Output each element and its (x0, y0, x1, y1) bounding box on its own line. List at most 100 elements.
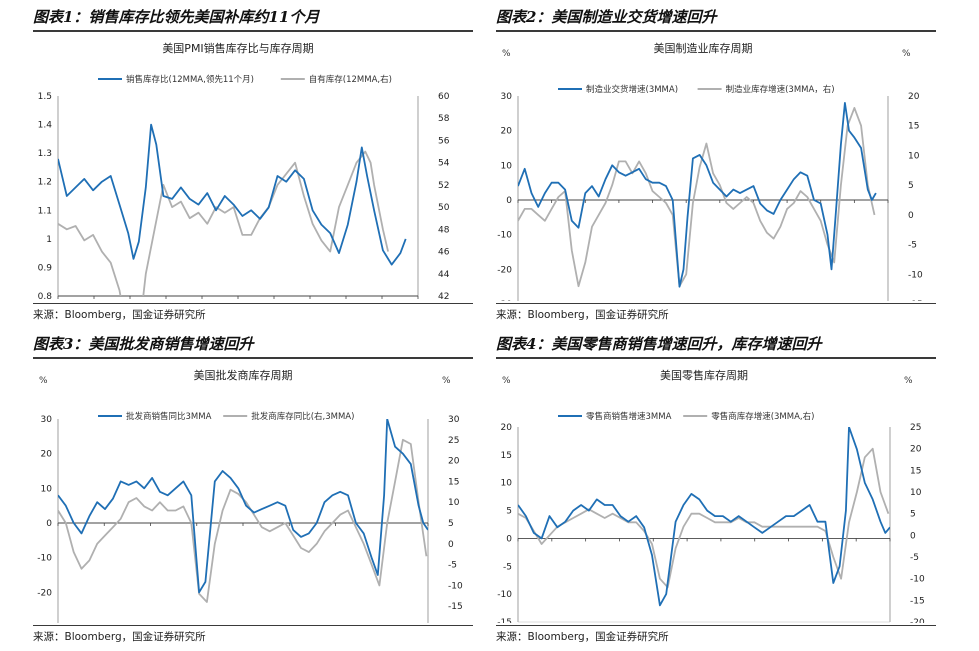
chart-title: 美国PMI销售库存比与库存周期 (162, 41, 313, 55)
title-rule (33, 30, 473, 32)
right-tick-label: 25 (910, 423, 921, 433)
chart-panel-1: 图表1：销售库存比领先美国补库约11个月 美国PMI销售库存比与库存周期 销售库存比… (33, 6, 473, 323)
right-tick-label: 20 (448, 457, 460, 467)
right-tick-label: 0 (910, 531, 916, 541)
left-tick-label: 0 (506, 196, 512, 206)
right-tick-label: -5 (448, 561, 457, 571)
title-rule (496, 357, 936, 359)
title-rule (33, 357, 473, 359)
left-tick-label: -10 (497, 590, 512, 600)
source-rule (33, 625, 473, 626)
right-tick-label: 15 (448, 477, 459, 487)
right-tick-label: 60 (438, 92, 450, 102)
chart-svg: 美国零售库存周期% % 零售商销售增速3MMA 零售商库存增速(3MMA,右) 20 15… (497, 368, 925, 623)
right-tick-label: 10 (448, 498, 460, 508)
right-tick-label: 44 (438, 270, 450, 280)
left-tick-label: 5 (506, 507, 512, 517)
left-tick-label: 0.9 (38, 263, 53, 273)
source-rule (496, 303, 936, 304)
title-rule (496, 30, 936, 32)
right-tick-label: 56 (438, 136, 450, 146)
left-tick-label: 0 (46, 519, 52, 529)
chart-title: 美国制造业库存周期 (654, 41, 753, 55)
right-tick-label: 5 (448, 519, 454, 529)
right-tick-label: -15 (908, 300, 923, 301)
left-tick-label: 1 (46, 235, 52, 245)
right-tick-label: 25 (448, 436, 459, 446)
chart-panel-4: 图表4：美国零售商销售增速回升，库存增速回升美国零售库存周期%% 零售商销售增速3… (496, 333, 936, 645)
right-tick-label: 46 (438, 248, 450, 258)
legend-label: 制造业交货增速(3MMA) (586, 84, 678, 95)
legend-item: 制造业交货增速(3MMA) (558, 84, 678, 95)
chart-svg: 美国制造业库存周期% % 制造业交货增速(3MMA) 制造业库存增速(3MMA，右) 3… (497, 41, 923, 301)
left-tick-label: -30 (497, 300, 512, 301)
left-tick-label: 0 (506, 534, 512, 544)
chart-panel-3: 图表3：美国批发商销售增速回升美国批发商库存周期%% 批发商销售同比3MMA 批发商… (33, 333, 473, 645)
series-line (58, 123, 407, 266)
chart-title: 美国零售库存周期 (660, 368, 748, 382)
right-tick-label: -10 (448, 581, 463, 591)
left-tick-label: 0.8 (38, 292, 53, 301)
legend-item: 制造业库存增速(3MMA，右) (697, 84, 835, 95)
left-tick-label: 20 (501, 423, 513, 433)
series-line (58, 150, 389, 296)
series-line (518, 107, 876, 288)
left-tick-label: -5 (503, 562, 512, 572)
right-tick-label: 10 (908, 151, 920, 161)
left-tick-label: 15 (501, 451, 512, 461)
left-tick-label: 30 (501, 92, 513, 102)
right-tick-label: 15 (910, 466, 921, 476)
right-tick-label: 20 (908, 92, 920, 102)
legend-item: 零售商库存增速(3MMA,右) (683, 411, 814, 422)
series-line (518, 447, 890, 589)
legend-item: 自有库存(12MMA,右) (280, 74, 392, 85)
figure-title: 图表3：美国批发商销售增速回升 (33, 335, 254, 353)
left-tick-label: 1.1 (38, 206, 52, 216)
legend-label: 批发商销售同比3MMA (126, 411, 212, 422)
left-tick-label: -15 (497, 618, 512, 623)
right-tick-label: -5 (908, 241, 917, 251)
right-unit-label: % (442, 376, 451, 386)
source-note: 来源：Bloomberg，国金证券研究所 (496, 309, 669, 321)
series-line (518, 102, 877, 288)
right-tick-label: -10 (908, 270, 923, 280)
series-line (58, 419, 428, 594)
right-tick-label: 0 (908, 211, 914, 221)
right-tick-label: 58 (438, 114, 450, 124)
left-unit-label: % (39, 376, 48, 386)
right-tick-label: -10 (910, 575, 925, 585)
right-tick-label: 0 (448, 540, 454, 550)
source-note: 来源：Bloomberg，国金证券研究所 (33, 309, 206, 321)
legend-label: 零售商库存增速(3MMA,右) (711, 411, 814, 422)
right-tick-label: 42 (438, 292, 449, 301)
chart-svg: 美国批发商库存周期% % 批发商销售同比3MMA 批发商库存同比(右,3MMA) 30 2… (37, 368, 463, 623)
legend-item: 批发商销售同比3MMA (98, 411, 212, 422)
legend-label: 制造业库存增速(3MMA，右) (726, 84, 835, 95)
chart-title: 美国批发商库存周期 (194, 368, 293, 382)
right-tick-label: -15 (910, 596, 925, 606)
figure-title: 图表2：美国制造业交货增速回升 (496, 8, 717, 26)
right-unit-label: % (904, 376, 913, 386)
legend-label: 批发商库存同比(右,3MMA) (251, 411, 354, 422)
left-unit-label: % (502, 376, 511, 386)
left-tick-label: 10 (501, 161, 513, 171)
left-tick-label: 10 (41, 484, 53, 494)
source-note: 来源：Bloomberg，国金证券研究所 (496, 631, 669, 643)
right-tick-label: 52 (438, 181, 449, 191)
right-tick-label: 5 (908, 181, 914, 191)
right-tick-label: 48 (438, 225, 450, 235)
series-line (518, 427, 890, 607)
series-line (58, 438, 428, 603)
right-tick-label: -5 (910, 553, 919, 563)
legend-label: 销售库存比(12MMA,领先11个月) (126, 74, 254, 85)
chart-panel-2: 图表2：美国制造业交货增速回升 美国制造业库存周期%% 制造业交货增速(3MMA) 制… (496, 6, 936, 323)
right-unit-label: % (902, 49, 911, 59)
left-tick-label: 10 (501, 479, 513, 489)
right-tick-label: 10 (910, 488, 922, 498)
left-tick-label: 1.5 (38, 92, 52, 102)
source-rule (33, 303, 473, 304)
figure-title: 图表4：美国零售商销售增速回升，库存增速回升 (496, 335, 822, 353)
legend-label: 零售商销售增速3MMA (586, 411, 672, 422)
legend-item: 零售商销售增速3MMA (558, 411, 672, 422)
